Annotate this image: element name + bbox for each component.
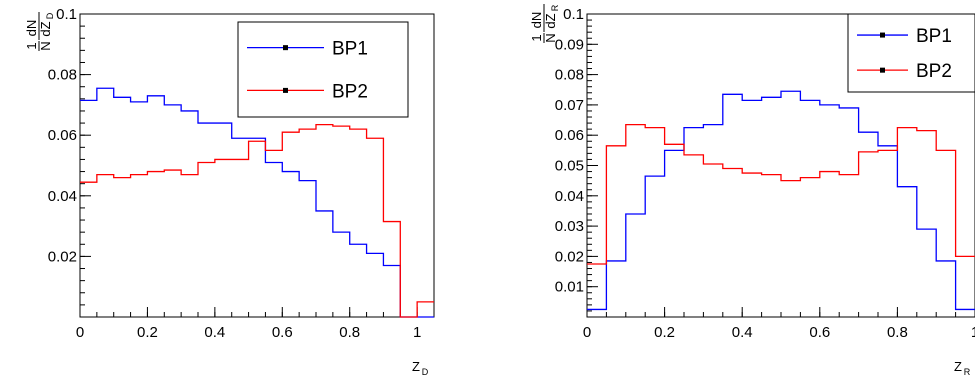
y-tick-label: 0.09 (555, 36, 584, 53)
chart-panel-1: 0.02 0.04 0.06 0.08 0.1 0 0.2 0.4 0.6 0.8 1 BP1 BP2 1… (24, 6, 435, 377)
y-axis-title-subscript: R (550, 4, 560, 11)
series-bp2-histogram (587, 123, 975, 265)
legend-marker-bp1 (283, 45, 288, 51)
y-tick-label: 0.03 (555, 218, 584, 235)
legend-box (847, 13, 975, 93)
legend-marker-bp2 (283, 87, 288, 93)
y-tick-label: 0.02 (48, 248, 77, 265)
y-axis-title-one: 1 (529, 34, 544, 41)
legend-marker-bp2 (880, 67, 885, 73)
y-axis-title-dn: dN (529, 12, 544, 29)
legend-label-bp1: BP1 (916, 26, 952, 47)
y-tick-label: 0.07 (555, 97, 584, 114)
y-axis-title-dz: dZ (543, 13, 558, 28)
y-axis-title-n: N (543, 33, 558, 42)
x-axis-title-z: Z (412, 359, 420, 374)
legend-box (237, 21, 409, 118)
x-axis-title-subscript: R (964, 367, 971, 377)
legend: BP1 BP2 (237, 21, 409, 118)
y-axis-title: 1 NdN dZ R (529, 4, 560, 43)
plot-frame (79, 13, 435, 318)
x-tick-label: 0 (583, 324, 591, 341)
y-axis-title-subscript: D (45, 12, 55, 19)
x-tick-label: 0 (76, 324, 84, 341)
x-tick-label: 0.6 (272, 324, 293, 341)
y-tick-label: 0.05 (555, 158, 584, 175)
x-tick-label: 0.4 (732, 324, 753, 341)
x-tick-label: 0.2 (654, 324, 675, 341)
x-axis-title-subscript: D (422, 367, 429, 377)
y-tick-label: 0.01 (555, 279, 584, 296)
x-tick-label: 0.8 (887, 324, 908, 341)
y-axis-title-dn: dN (24, 20, 39, 37)
legend-label-bp1: BP1 (332, 39, 368, 60)
y-tick-label: 0.04 (48, 188, 77, 205)
y-tick-label: 0.06 (555, 127, 584, 144)
legend-marker-bp1 (880, 32, 885, 38)
y-axis-title-n: N (38, 41, 53, 50)
series-bp2-histogram (80, 123, 434, 318)
y-tick-label: 0.02 (555, 248, 584, 265)
x-tick-label: 1 (971, 324, 975, 341)
legend-label-bp2: BP2 (916, 61, 952, 82)
x-tick-label: 0.4 (204, 324, 225, 341)
chart-panel-2: 0.01 0.02 0.03 0.04 0.05 0.06 0.07 0.08 0.09 0.1 0… (529, 4, 975, 377)
y-axis-title-one: 1 (24, 42, 39, 49)
legend: BP1 BP2 (847, 13, 975, 93)
y-tick-label: 0.04 (555, 188, 584, 205)
y-tick-label: 0.08 (555, 67, 584, 84)
series-bp1-histogram (80, 87, 434, 318)
x-tick-label: 0.8 (339, 324, 360, 341)
x-tick-label: 1 (413, 324, 421, 341)
y-tick-label: 0.08 (48, 67, 77, 84)
legend-label-bp2: BP2 (332, 81, 368, 102)
y-axis-title-dz: dZ (38, 21, 53, 36)
x-axis-title-z: Z (954, 359, 962, 374)
y-axis-title: 1 NdN dZ D (24, 12, 55, 51)
y-tick-label: 0.1 (56, 6, 77, 23)
y-tick-label: 0.1 (563, 6, 584, 23)
x-tick-label: 0.2 (137, 324, 158, 341)
x-tick-label: 0.6 (809, 324, 830, 341)
y-tick-label: 0.06 (48, 127, 77, 144)
series-bp1-histogram (587, 90, 975, 311)
